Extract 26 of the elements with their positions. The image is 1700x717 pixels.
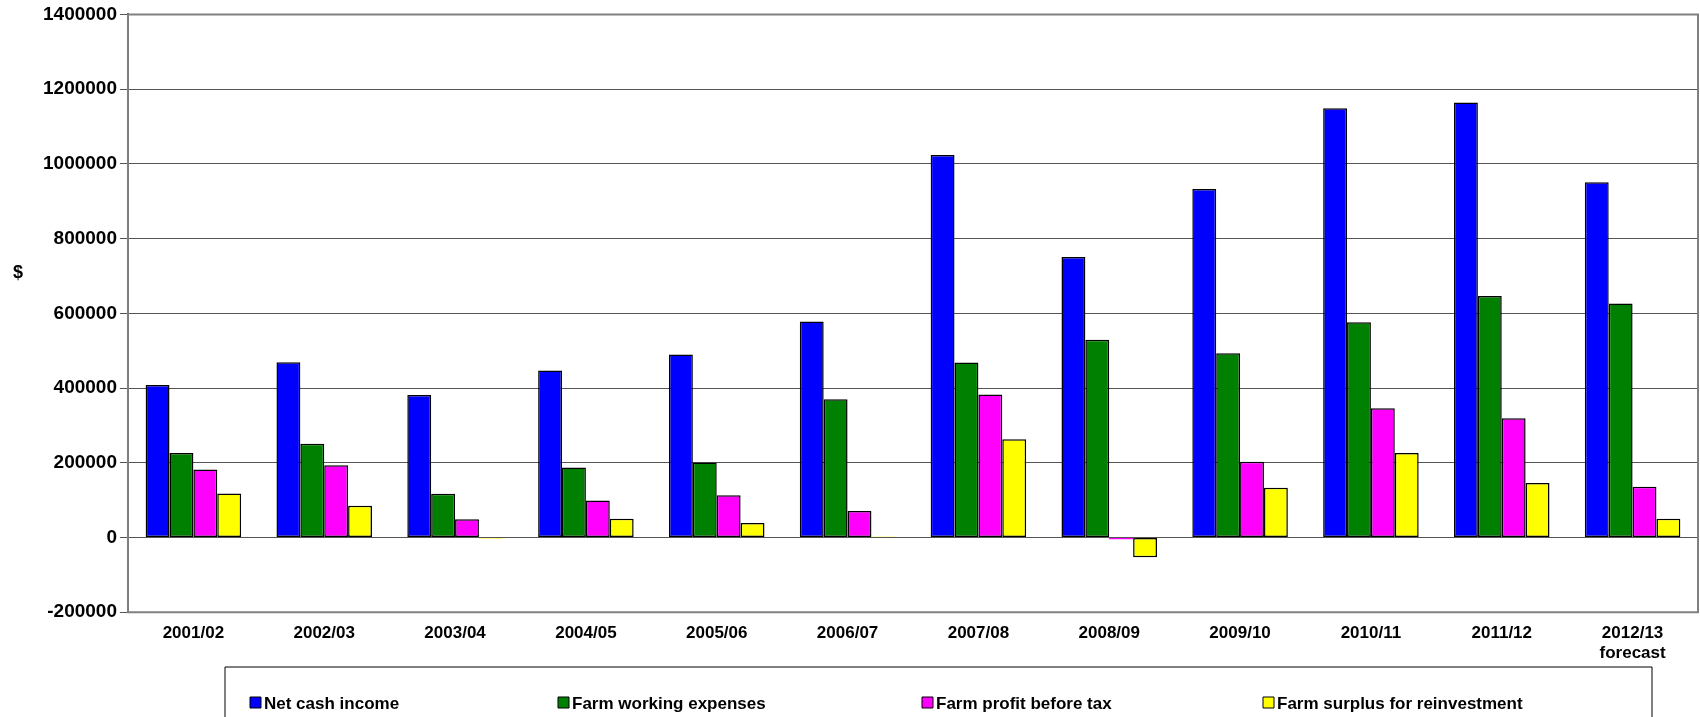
x-tick-label: 2005/06 [686,623,748,643]
x-tick-label: 2003/04 [424,623,487,643]
y-tick-label: 200000 [53,450,117,472]
y-tick-label: 0 [106,525,117,547]
y-tick-label: 1000000 [43,152,117,174]
x-tick-label: 2008/09 [1078,623,1140,643]
x-tick-label: 2009/10 [1209,623,1271,643]
x-tick-label: 2001/02 [162,623,225,643]
y-axis-title: $ [12,262,24,283]
y-tick-label: 400000 [53,376,117,398]
legend-label: Farm surplus for reinvestment [1277,693,1523,713]
y-tick-label: 1200000 [43,77,117,99]
y-tick-label: 800000 [53,226,117,248]
y-tick-label: 1400000 [43,2,117,24]
x-tick-label: 2006/07 [816,623,879,643]
legend-label: Farm profit before tax [936,693,1113,713]
x-tick-label: 2010/11 [1340,623,1402,643]
legend-label: Farm working expenses [572,693,766,713]
y-tick-label: -200000 [47,600,117,622]
legend-label: Net cash income [264,693,400,713]
x-tick-label: 2002/03 [293,623,355,643]
x-tick-label: 2011/12 [1471,623,1532,643]
x-tick-label: 2012/13 forecast [1599,623,1666,663]
y-tick-label: 600000 [53,301,117,323]
x-tick-label: 2004/05 [555,623,617,643]
x-tick-label: 2007/08 [947,623,1010,643]
